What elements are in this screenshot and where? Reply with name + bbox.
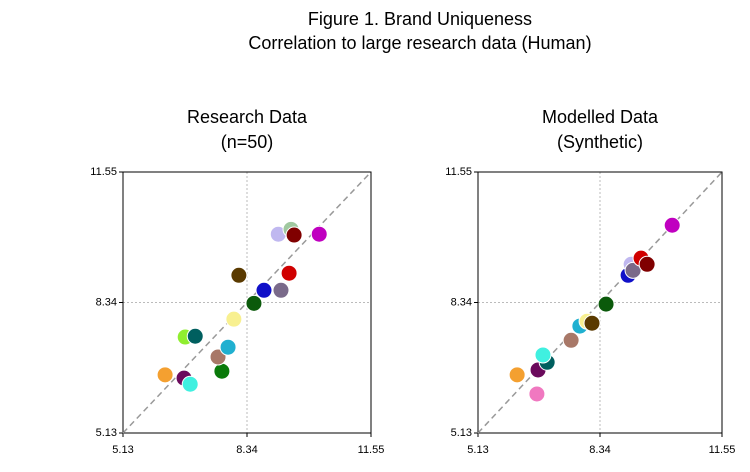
point [508, 366, 526, 384]
point [534, 346, 552, 364]
y-tick-label: 11.55 [445, 166, 472, 178]
point [663, 216, 681, 234]
plot-frame [122, 171, 372, 434]
y-tick-label: 8.34 [96, 296, 117, 308]
figure-title: Figure 1. Brand Uniqueness [308, 9, 532, 29]
point [285, 226, 303, 244]
point [310, 225, 328, 243]
point [280, 264, 298, 282]
point [597, 295, 615, 313]
point [225, 310, 243, 328]
point [181, 375, 199, 393]
point [213, 362, 231, 380]
x-tick-label: 11.55 [709, 444, 736, 456]
point [272, 281, 290, 299]
point [255, 281, 273, 299]
point [245, 294, 263, 312]
x-tick-label: 5.13 [112, 444, 133, 456]
plot-frame [477, 171, 723, 434]
point [219, 338, 237, 356]
point [230, 266, 248, 284]
x-tick-label: 5.13 [467, 444, 488, 456]
x-tick-label: 11.55 [358, 444, 385, 456]
y-tick-label: 8.34 [451, 296, 472, 308]
point [156, 366, 174, 384]
figure-subtitle: Correlation to large research data (Huma… [248, 33, 591, 53]
point [583, 314, 601, 332]
subplot-title: Modelled Data [542, 107, 659, 127]
y-tick-label: 5.13 [451, 427, 472, 439]
point [186, 327, 204, 345]
subplot-title: Research Data [187, 107, 308, 127]
y-tick-label: 11.55 [90, 166, 117, 178]
point [528, 385, 546, 403]
x-tick-label: 8.34 [236, 444, 257, 456]
point [624, 261, 642, 279]
point [638, 255, 656, 273]
point [562, 331, 580, 349]
y-tick-label: 5.13 [96, 427, 117, 439]
subplot-subtitle: (Synthetic) [557, 132, 643, 152]
subplot-subtitle: (n=50) [221, 132, 274, 152]
x-tick-label: 8.34 [589, 444, 610, 456]
